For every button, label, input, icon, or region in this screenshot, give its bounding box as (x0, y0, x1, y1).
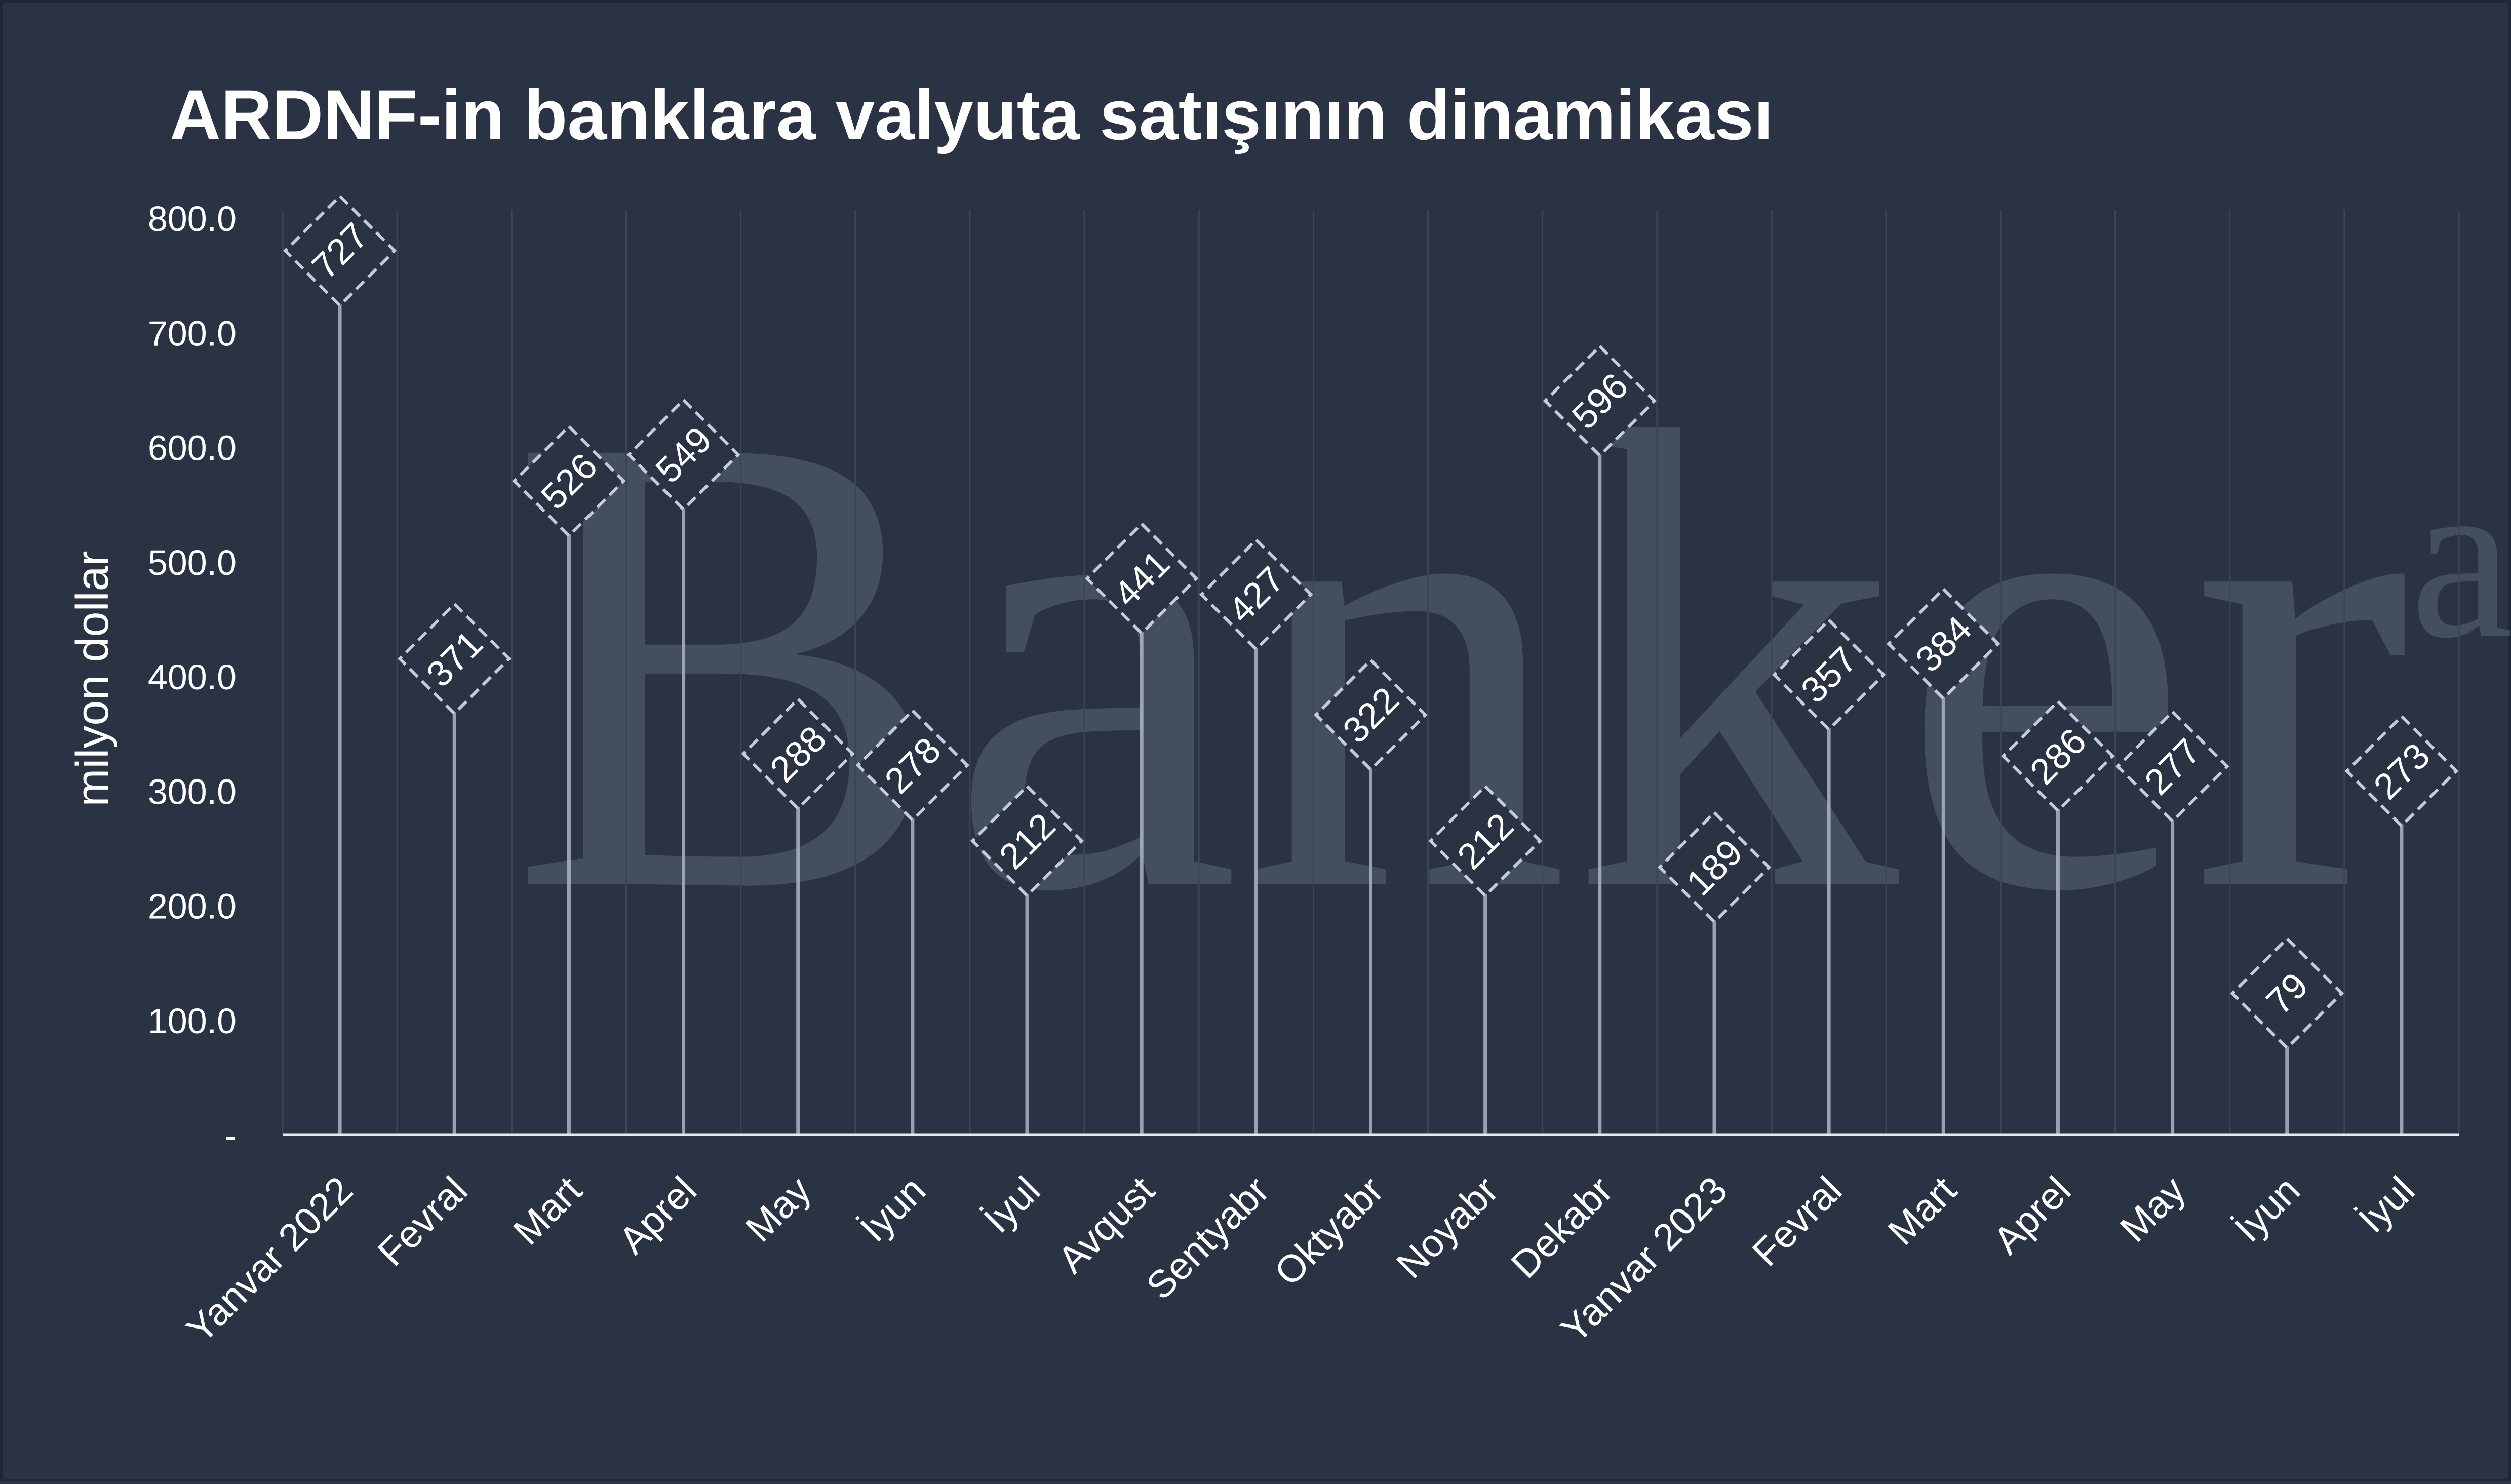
data-marker (2115, 710, 2229, 824)
x-tick-label: Aprel (1985, 1168, 2080, 1263)
y-tick-layer: - 100.0 200.0 300.0 400.0 500.0 600.0 700.0 800.… (148, 199, 237, 1155)
x-tick-label: May (737, 1168, 819, 1251)
x-tick-label: Avqust (1050, 1168, 1163, 1281)
y-tick-label: 700.0 (148, 314, 237, 353)
x-tick-label: Dekabr (1503, 1168, 1621, 1286)
stem-layer (338, 301, 2404, 1135)
data-marker (283, 193, 397, 308)
data-marker (397, 602, 512, 716)
y-axis-label: milyon dollar (67, 551, 118, 806)
data-marker (512, 424, 626, 538)
data-marker (1084, 521, 1199, 636)
watermark-main: Banker (509, 298, 2410, 1027)
grid-layer (282, 210, 2460, 1135)
data-marker (1887, 587, 2000, 701)
x-tick-label: Sentyabr (1138, 1168, 1277, 1308)
x-tick-label: Noyabr (1388, 1168, 1506, 1286)
data-marker (626, 398, 740, 512)
x-tick-label: Mart (505, 1168, 591, 1254)
data-marker (1543, 344, 1657, 458)
watermark: Bankeraz (509, 298, 2511, 1027)
x-tick-label: Mart (1880, 1168, 1965, 1254)
data-marker (741, 697, 855, 811)
x-tick-label: Fevral (1744, 1168, 1850, 1274)
data-marker (1772, 618, 1886, 732)
chart-svg: Bankeraz - 100.0 200.0 300.0 400.0 500.0 600.0… (67, 75, 2511, 1351)
y-tick-label: 100.0 (148, 1001, 237, 1041)
y-tick-label: 200.0 (148, 887, 237, 926)
x-tick-label: İyun (852, 1168, 934, 1251)
data-marker (1428, 784, 1542, 898)
y-tick-label: 400.0 (148, 657, 237, 697)
x-tick-label: İyun (2226, 1168, 2308, 1251)
y-tick-label: 800.0 (148, 199, 237, 239)
x-tick-label: Fevral (370, 1168, 476, 1274)
x-tick-label: Aprel (611, 1168, 705, 1263)
chart-title: ARDNF-in banklara valyuta satışının dina… (170, 75, 1773, 154)
x-tick-label: Oktyabr (1266, 1168, 1392, 1294)
data-marker (2344, 714, 2459, 828)
y-tick-label: 500.0 (148, 543, 237, 582)
data-marker (855, 708, 970, 823)
data-marker (1657, 810, 1772, 924)
x-tick-layer: Yanvar 2022 Fevral Mart Aprel May İyun İyul Avq… (178, 1168, 2423, 1351)
data-marker (2001, 699, 2115, 813)
y-tick-label: 300.0 (148, 772, 237, 811)
x-tick-label: May (2112, 1168, 2194, 1251)
data-marker (2230, 936, 2344, 1050)
y-tick-label: 600.0 (148, 428, 237, 468)
x-tick-label: İyul (2350, 1168, 2423, 1241)
data-marker (1314, 658, 1428, 772)
y-tick-label: - (225, 1116, 237, 1155)
data-marker (970, 784, 1084, 898)
x-tick-label: İyul (975, 1168, 1048, 1241)
watermark-suffix: az (2410, 428, 2511, 686)
x-tick-label: Yanvar 2022 (178, 1168, 361, 1351)
data-marker (1199, 537, 1313, 652)
